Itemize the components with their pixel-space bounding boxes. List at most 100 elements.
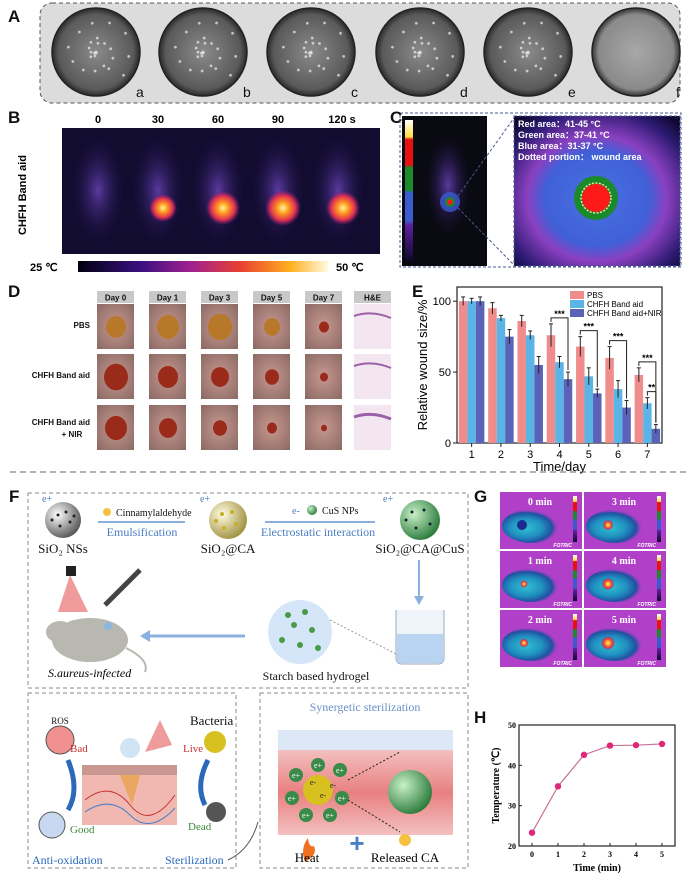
time-label: 90 xyxy=(272,114,284,126)
sio2-sphere xyxy=(45,502,81,538)
significance-label: *** xyxy=(554,309,565,319)
bacterial-colony xyxy=(405,68,409,72)
bacterial-colony xyxy=(521,55,525,59)
bar-chfh-band-aid-nir xyxy=(534,365,543,443)
he-stain-photo xyxy=(354,304,391,349)
wound xyxy=(157,314,179,340)
emulsification-label: Emulsification xyxy=(107,525,178,539)
hot-spot xyxy=(149,194,177,222)
bar-chfh-band-aid-nir xyxy=(563,379,573,443)
bacterial-colony xyxy=(395,60,399,63)
charge-positive: e+ xyxy=(383,494,393,505)
charge-label: e+ xyxy=(288,794,297,803)
bacterial-colony xyxy=(89,40,93,44)
cus-np-icon xyxy=(307,505,317,515)
bacterial-colony xyxy=(231,31,234,35)
column-header-label: Day 0 xyxy=(105,294,127,303)
temperature-colorbar xyxy=(78,261,328,272)
mouse-thermal xyxy=(502,568,562,602)
column-header xyxy=(305,291,342,303)
hot-spot xyxy=(519,638,529,648)
charge-label: e+ xyxy=(292,771,301,780)
bacterial-colony xyxy=(310,36,314,40)
column-header xyxy=(149,291,186,303)
significance-bracket xyxy=(646,391,657,423)
good-label: Good xyxy=(70,824,95,836)
bacterial-colony xyxy=(305,21,309,25)
x-tick-label: 5 xyxy=(660,850,664,859)
panel-label-e: E xyxy=(412,282,423,301)
bacterial-colony xyxy=(107,67,111,71)
bacterial-colony xyxy=(448,31,451,35)
infected-label: S.aureus-infected xyxy=(48,666,132,680)
synthesis-box xyxy=(27,492,469,689)
panel-c-frame xyxy=(399,112,682,268)
bacterial-colony xyxy=(308,54,312,58)
bacterial-colony xyxy=(521,40,525,44)
bacterium xyxy=(303,775,333,805)
plot-frame xyxy=(518,724,676,847)
bacterial-colony xyxy=(432,21,435,25)
bacterial-colony xyxy=(559,55,563,58)
mouse-thermal xyxy=(311,135,365,245)
bacterial-colony xyxy=(311,41,315,45)
significance-bracket xyxy=(609,340,628,399)
row-label: CHFH Band aid xyxy=(32,371,90,380)
x-tick-label: 3 xyxy=(608,850,612,859)
bacterial-colony xyxy=(519,46,523,50)
legend-text: Blue area：31-37 °C xyxy=(518,141,604,151)
nanoparticle-releasing xyxy=(388,770,432,814)
bacterial-colony xyxy=(503,60,507,63)
dish-label: e xyxy=(568,84,576,100)
column-header-label: Day 5 xyxy=(261,294,283,303)
mouse-thermal xyxy=(586,568,646,602)
mechanism-box xyxy=(27,692,237,869)
bacterial-colony xyxy=(178,60,182,63)
sio2-ca-cus-sphere xyxy=(400,500,440,540)
bar-pbs xyxy=(488,308,497,443)
bacterial-colony xyxy=(525,54,529,58)
panel-b: 0 30 60 90 120 s CHFH Band aid 25 ℃ 50 ℃ xyxy=(17,114,380,274)
data-point xyxy=(580,751,588,759)
wound xyxy=(320,372,328,382)
data-point xyxy=(632,741,640,749)
bacterial-colony xyxy=(197,21,201,25)
arrow-curve xyxy=(65,759,77,812)
bacterial-colony xyxy=(209,64,213,68)
bacterial-colony xyxy=(200,54,204,58)
cus-nanoparticle xyxy=(323,808,337,822)
connector-arrow xyxy=(227,821,259,861)
y-tick-label: 0 xyxy=(445,438,451,450)
nir-laser-icon xyxy=(58,575,88,612)
charge-positive: e+ xyxy=(200,494,210,505)
bacterial-colony xyxy=(215,21,218,25)
bacterial-colony xyxy=(196,40,200,44)
hot-spot xyxy=(601,636,615,650)
bacterial-colony xyxy=(522,21,526,25)
y-tick-label: 50 xyxy=(439,367,451,379)
legend-text: Red area：41-45 °C xyxy=(518,119,601,129)
brand-label: FOTRIC xyxy=(553,661,572,667)
significance-label: *** xyxy=(613,332,624,342)
y-axis-label: Temperature (℃) xyxy=(491,748,502,824)
bacterial-colony xyxy=(124,31,127,35)
mouse-thermal xyxy=(502,627,562,661)
bacterial-colony xyxy=(196,55,200,59)
threshold-colorbar xyxy=(405,120,413,260)
bacterial-colony xyxy=(417,69,421,73)
bacterial-colony xyxy=(304,40,308,44)
hydrogel-layer xyxy=(278,730,453,750)
nir-laser-icon xyxy=(145,720,172,752)
bacterial-colony xyxy=(413,40,417,44)
y-tick-label: 100 xyxy=(433,296,451,308)
hot-spot xyxy=(602,519,614,531)
bacterial-colony xyxy=(413,55,417,59)
bacterial-colony xyxy=(229,73,232,77)
significance-label: *** xyxy=(584,322,595,332)
bacterial-colony xyxy=(216,47,220,51)
temperature-chart: 20 30 40 50 0 1 2 3 4 5 Time (min) Temperature (℃) xyxy=(491,721,676,874)
ros-label: ROS xyxy=(51,716,69,726)
sio2-label: SiO₂ NSs xyxy=(38,541,88,556)
panel-g: 0 min FOTRIC 3 min FOTRIC 1 min FOTRIC 4 min FO… xyxy=(500,492,666,667)
bacterial-colony xyxy=(525,69,529,73)
